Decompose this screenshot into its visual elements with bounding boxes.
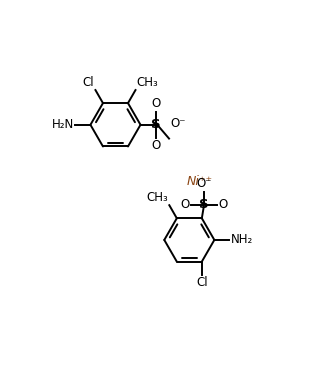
Text: Cl: Cl [83,76,94,89]
Text: S: S [199,198,209,211]
Text: Ni⁺⁺: Ni⁺⁺ [186,174,213,188]
Text: H₂N: H₂N [52,118,74,131]
Text: O⁻: O⁻ [196,177,212,190]
Text: Cl: Cl [196,276,208,289]
Text: O⁻: O⁻ [171,117,186,130]
Text: S: S [151,118,160,131]
Text: NH₂: NH₂ [231,233,253,246]
Text: O: O [219,198,228,211]
Text: O: O [180,198,190,211]
Text: CH₃: CH₃ [146,191,168,204]
Text: CH₃: CH₃ [137,76,159,89]
Text: O: O [151,97,160,110]
Text: O: O [151,139,160,152]
